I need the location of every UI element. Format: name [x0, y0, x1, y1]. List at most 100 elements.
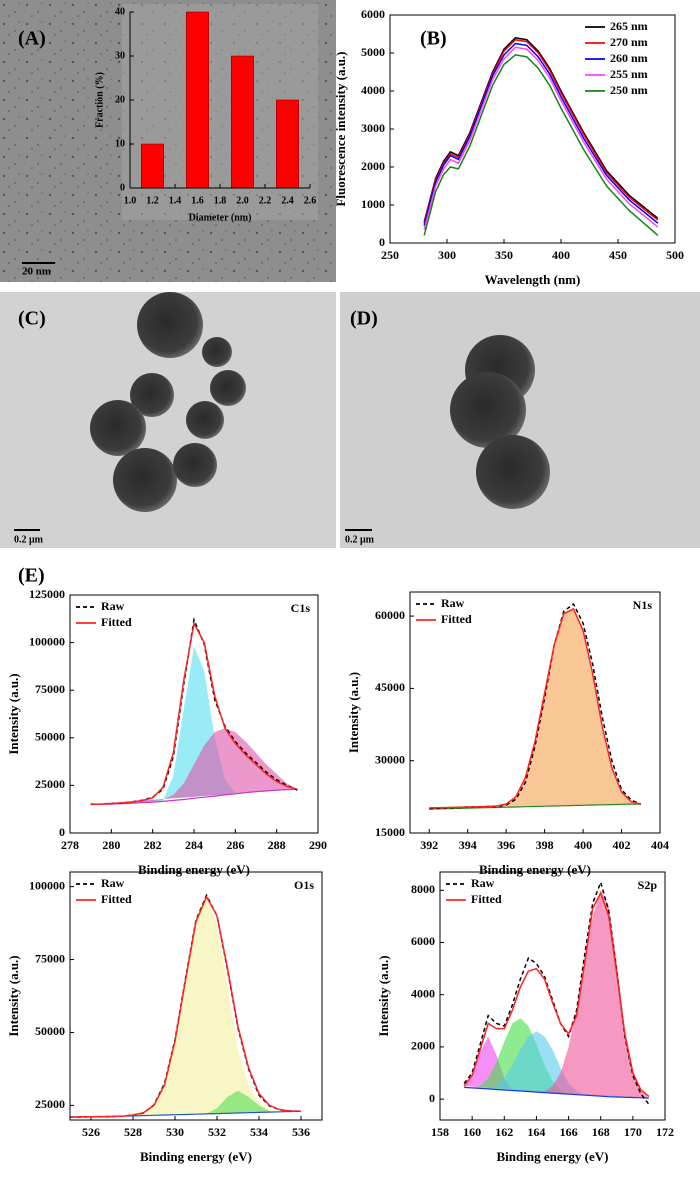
legend-label: Fitted: [101, 615, 132, 629]
x-tick-label: 2.2: [259, 195, 272, 206]
component-area: [90, 646, 298, 805]
x-tick-label: 392: [420, 838, 438, 852]
bar: [141, 143, 164, 189]
y-tick-label: 2000: [411, 1039, 435, 1053]
bar: [186, 11, 209, 189]
component-area: [70, 898, 301, 1118]
x-tick-label: 398: [536, 838, 554, 852]
x-tick-label: 350: [495, 248, 513, 262]
component-area: [429, 608, 641, 808]
background-line: [464, 1086, 649, 1099]
y-tick-label: 30: [115, 50, 125, 61]
x-tick-label: 402: [613, 838, 631, 852]
y-axis-label: Intensity (a.u.): [346, 672, 361, 753]
y-tick-label: 0: [429, 1091, 435, 1105]
background-line: [429, 803, 641, 810]
series-line: [90, 621, 298, 806]
x-tick-label: 290: [309, 838, 327, 852]
x-tick-label: 250: [381, 248, 399, 262]
y-tick-label: 4000: [411, 986, 435, 1000]
series-line: [69, 895, 302, 1118]
panel-label: (B): [420, 28, 447, 50]
y-tick-label: 4000: [361, 83, 385, 97]
x-tick-label: 286: [226, 838, 244, 852]
y-tick-label: 5000: [361, 45, 385, 59]
y-tick-label: 50000: [35, 730, 65, 744]
y-tick-label: 45000: [375, 680, 405, 694]
y-tick-label: 2000: [361, 159, 385, 173]
plot-frame: [439, 871, 666, 1121]
y-tick-label: 25000: [35, 1097, 65, 1111]
x-tick-label: 1.2: [146, 195, 159, 206]
y-tick-label: 75000: [35, 682, 65, 696]
y-tick-label: 40: [115, 6, 125, 17]
panel-label: (A): [18, 28, 46, 50]
x-axis-label: Binding energy (eV): [497, 1149, 609, 1164]
bar: [231, 55, 254, 189]
particles-d: [450, 335, 550, 509]
plot-frame: [389, 14, 676, 244]
component-area: [464, 1031, 649, 1099]
bar: [276, 99, 299, 189]
series-line: [429, 607, 641, 809]
particles-c: [90, 292, 246, 512]
series-line: [423, 38, 659, 225]
x-tick-label: 170: [624, 1125, 642, 1139]
legend-label: Fitted: [471, 892, 502, 906]
plot-frame: [409, 591, 661, 834]
legend-label: 255 nm: [610, 67, 648, 81]
y-tick-label: 100000: [29, 878, 65, 892]
x-tick-label: 534: [250, 1125, 268, 1139]
y-tick-label: 0: [379, 235, 385, 249]
legend-label: 260 nm: [610, 51, 648, 65]
x-tick-label: 536: [292, 1125, 310, 1139]
x-tick-label: 528: [124, 1125, 142, 1139]
y-tick-label: 60000: [375, 608, 405, 622]
x-tick-label: 1.8: [214, 195, 227, 206]
y-tick-label: 25000: [35, 777, 65, 791]
background-line: [90, 788, 298, 805]
x-tick-label: 1.4: [169, 195, 182, 206]
plot-frame: [69, 871, 323, 1121]
x-tick-label: 2.4: [281, 195, 294, 206]
y-tick-label: 125000: [29, 587, 65, 601]
series-line: [463, 890, 650, 1098]
x-tick-label: 168: [592, 1125, 610, 1139]
y-axis-label: Fluorescence intensity (a.u.): [333, 51, 348, 206]
scale-bar-label: 0.2 μm: [345, 534, 375, 545]
x-tick-label: 396: [497, 838, 515, 852]
series-line: [423, 42, 659, 227]
x-tick-label: 2.0: [236, 195, 249, 206]
scale-bar-label: 20 nm: [22, 266, 51, 278]
x-tick-label: 280: [102, 838, 120, 852]
y-tick-label: 0: [120, 182, 125, 193]
x-tick-label: 394: [459, 838, 477, 852]
x-tick-label: 2.6: [304, 195, 317, 206]
y-tick-label: 0: [59, 825, 65, 839]
scale-bar-label: 0.2 μm: [14, 534, 44, 545]
y-tick-label: 6000: [361, 7, 385, 21]
x-axis-label: Binding energy (eV): [140, 1149, 252, 1164]
series-line: [423, 54, 659, 236]
x-axis-label: Binding energy (eV): [479, 862, 591, 877]
panel-label: (C): [18, 308, 46, 330]
legend-label: 265 nm: [610, 19, 648, 33]
x-axis-label: Wavelength (nm): [485, 272, 581, 287]
panel-label: (D): [350, 308, 378, 330]
x-tick-label: 532: [208, 1125, 226, 1139]
x-tick-label: 1.6: [191, 195, 204, 206]
y-axis-label: Intensity (a.u.): [6, 955, 21, 1036]
plot-frame: [69, 594, 319, 834]
y-axis-label: Fraction (%): [94, 72, 105, 128]
y-tick-label: 15000: [375, 825, 405, 839]
annotation: S2p: [638, 878, 658, 892]
y-tick-label: 3000: [361, 121, 385, 135]
component-area: [90, 728, 298, 805]
x-tick-label: 300: [438, 248, 456, 262]
legend-label: Fitted: [441, 612, 472, 626]
series-line: [423, 46, 659, 230]
component-area: [70, 1090, 301, 1118]
x-tick-label: 164: [527, 1125, 545, 1139]
